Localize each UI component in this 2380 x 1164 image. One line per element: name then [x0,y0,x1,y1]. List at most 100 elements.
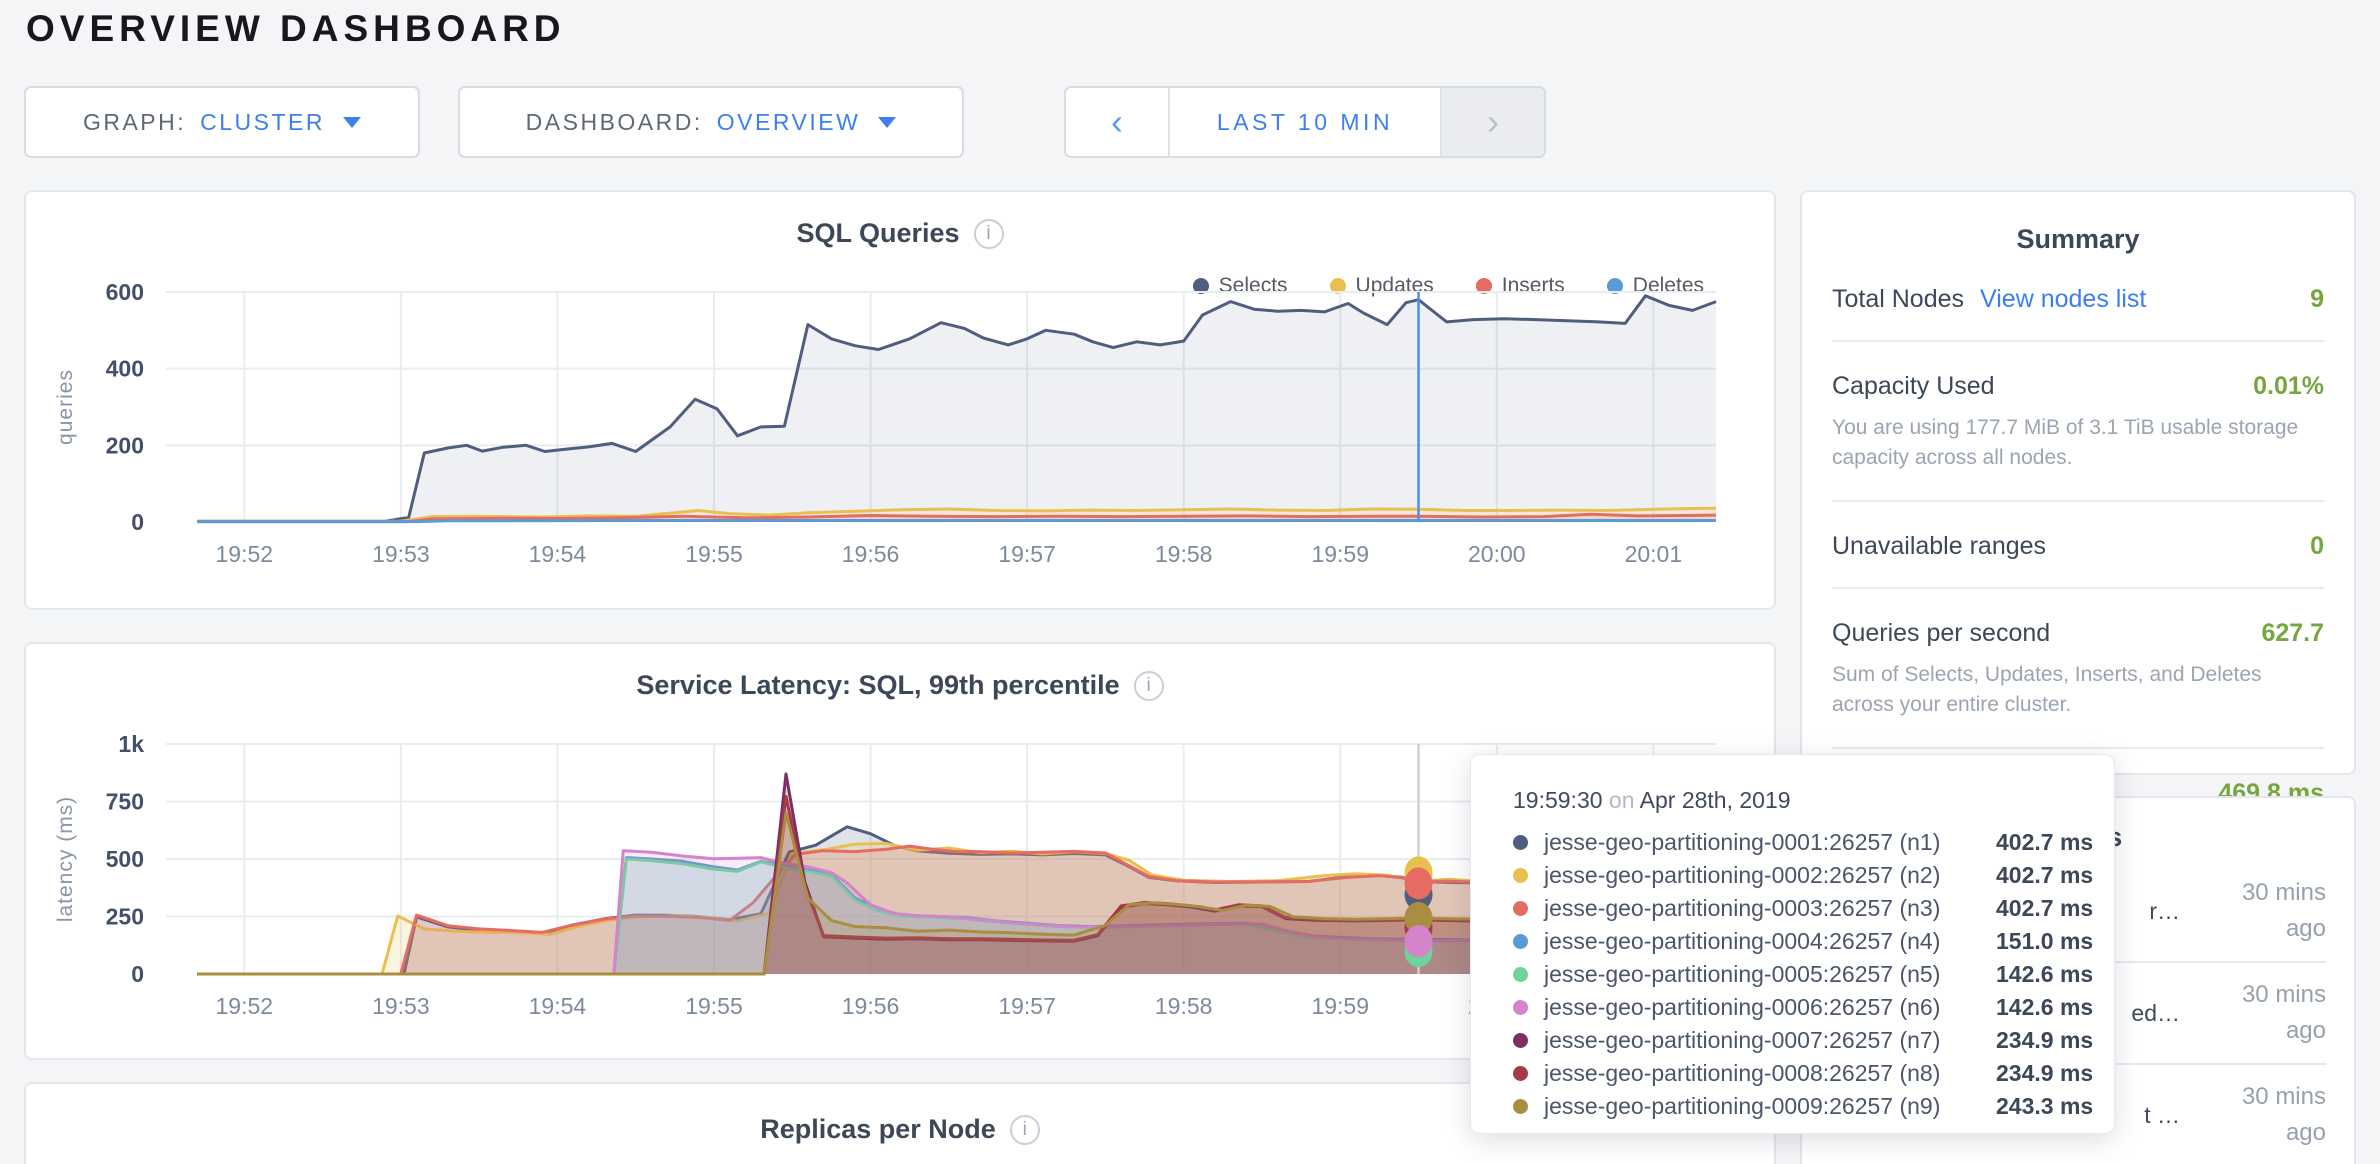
svg-text:200: 200 [106,432,144,458]
svg-text:20:00: 20:00 [1468,541,1526,567]
svg-text:19:59: 19:59 [1311,993,1369,1019]
svg-text:19:55: 19:55 [685,541,743,567]
latency-hover-tooltip: 19:59:30 on Apr 28th, 2019 jesse-geo-par… [1470,754,2115,1134]
svg-text:600: 600 [106,279,144,305]
chevron-down-icon [878,116,897,128]
svg-text:queries: queries [54,369,77,445]
series-dot-icon [1513,1033,1528,1048]
event-text: t … [2144,1101,2180,1128]
summary-row-unavailable: Unavailable ranges 0 [1832,502,2324,589]
svg-text:19:58: 19:58 [1155,993,1213,1019]
svg-text:0: 0 [131,509,144,535]
timewindow-next-button[interactable]: › [1440,88,1544,156]
capacity-used-value: 0.01% [2253,372,2324,400]
svg-text:0: 0 [131,961,144,987]
svg-text:250: 250 [106,904,144,930]
tooltip-row: jesse-geo-partitioning-0003:26257 (n3) 4… [1513,892,2093,925]
svg-text:19:55: 19:55 [685,993,743,1019]
page-title: OVERVIEW DASHBOARD [26,8,566,49]
total-nodes-label: Total Nodes [1832,285,1965,313]
latency-chart[interactable]: 19:52 19:53 19:54 19:55 19:56 19:57 19:58 19:59… [26,724,1778,1032]
summary-panel: Summary Total Nodes View nodes list 9 Ca… [1800,190,2356,807]
svg-text:500: 500 [106,846,144,872]
event-time: 30 mins ago [2241,1083,2326,1146]
qps-value: 627.7 [2261,618,2324,647]
tooltip-row: jesse-geo-partitioning-0009:26257 (n9) 2… [1513,1090,2093,1123]
series-dot-icon [1513,1099,1528,1114]
svg-text:19:58: 19:58 [1155,541,1213,567]
series-dot-icon [1513,868,1528,883]
series-dot-icon [1513,1000,1528,1015]
svg-text:750: 750 [106,789,144,815]
inserts-dot-icon [1475,278,1492,294]
timewindow-prev-button[interactable]: ‹ [1066,88,1170,156]
info-icon[interactable] [1133,670,1164,701]
graph-dropdown[interactable]: GRAPH: CLUSTER [24,86,420,158]
svg-text:19:52: 19:52 [216,993,274,1019]
replicas-title: Replicas per Node [760,1114,996,1144]
svg-text:19:56: 19:56 [842,541,900,567]
svg-text:20:01: 20:01 [1625,541,1683,567]
tooltip-row: jesse-geo-partitioning-0005:26257 (n5) 1… [1513,958,2093,991]
dashboard-dropdown-value: OVERVIEW [716,108,861,135]
event-time: 30 mins ago [2241,981,2326,1044]
dashboard-dropdown[interactable]: DASHBOARD: OVERVIEW [458,86,964,158]
timewindow-range-label[interactable]: LAST 10 MIN [1216,108,1394,135]
unavailable-ranges-label: Unavailable ranges [1832,531,2047,560]
svg-text:19:52: 19:52 [216,541,274,567]
sql-queries-panel: SQL Queries Selects Updates Inserts Dele… [24,190,1776,610]
event-row: t … 30 mins ago [1830,1065,2326,1164]
summary-row-total-nodes: Total Nodes View nodes list 9 [1832,255,2324,342]
series-dot-icon [1513,901,1528,916]
deletes-dot-icon [1606,278,1623,294]
event-text: r… [2149,897,2180,924]
latency-title: Service Latency: SQL, 99th percentile [636,670,1120,700]
view-nodes-list-link[interactable]: View nodes list [1980,285,2147,313]
svg-text:19:56: 19:56 [842,993,900,1019]
svg-text:400: 400 [106,356,144,382]
latency-panel: Service Latency: SQL, 99th percentile 19… [24,642,1776,1060]
svg-text:19:53: 19:53 [372,541,430,567]
tooltip-row: jesse-geo-partitioning-0004:26257 (n4) 1… [1513,925,2093,958]
tooltip-timestamp: 19:59:30 on Apr 28th, 2019 [1513,787,1791,813]
capacity-used-desc: You are using 177.7 MiB of 3.1 TiB usabl… [1832,416,2299,470]
summary-title: Summary [2016,224,2140,254]
unavailable-ranges-value: 0 [2310,531,2324,560]
svg-text:19:57: 19:57 [998,993,1056,1019]
svg-text:19:54: 19:54 [529,993,587,1019]
qps-desc: Sum of Selects, Updates, Inserts, and De… [1832,662,2262,717]
tooltip-row: jesse-geo-partitioning-0002:26257 (n2) 4… [1513,859,2093,892]
chevron-right-icon: › [1487,101,1499,142]
svg-text:latency (ms): latency (ms) [54,796,77,922]
sql-queries-title: SQL Queries [796,218,960,248]
graph-dropdown-value: CLUSTER [200,108,326,135]
selects-dot-icon [1192,278,1209,294]
capacity-used-label: Capacity Used [1832,372,1995,400]
summary-row-capacity: Capacity Used 0.01% You are using 177.7 … [1832,342,2324,502]
svg-text:1k: 1k [118,731,144,757]
series-dot-icon [1513,835,1528,850]
summary-row-qps: Queries per second 627.7 Sum of Selects,… [1832,589,2324,749]
timewindow-selector: ‹ LAST 10 MIN › [1064,86,1546,158]
qps-label: Queries per second [1832,618,2051,647]
tooltip-row: jesse-geo-partitioning-0008:26257 (n8) 2… [1513,1057,2093,1090]
info-icon[interactable] [973,218,1004,249]
event-text: ed… [2131,999,2180,1026]
series-dot-icon [1513,967,1528,982]
svg-text:19:54: 19:54 [529,541,587,567]
chevron-down-icon [343,116,362,128]
updates-dot-icon [1329,278,1346,294]
chevron-left-icon: ‹ [1111,101,1123,142]
tooltip-row: jesse-geo-partitioning-0006:26257 (n6) 1… [1513,991,2093,1024]
graph-dropdown-label: GRAPH: [82,108,187,135]
sql-queries-chart[interactable]: 19:52 19:53 19:54 19:55 19:56 19:57 19:58 19:59… [26,272,1778,580]
info-icon[interactable] [1009,1114,1040,1145]
dashboard-dropdown-label: DASHBOARD: [525,108,703,135]
svg-text:19:59: 19:59 [1311,541,1369,567]
svg-text:19:57: 19:57 [998,541,1056,567]
total-nodes-value: 9 [2310,285,2324,313]
tooltip-row: jesse-geo-partitioning-0007:26257 (n7) 2… [1513,1024,2093,1057]
series-dot-icon [1513,1066,1528,1081]
svg-text:19:53: 19:53 [372,993,430,1019]
event-time: 30 mins ago [2241,879,2326,942]
